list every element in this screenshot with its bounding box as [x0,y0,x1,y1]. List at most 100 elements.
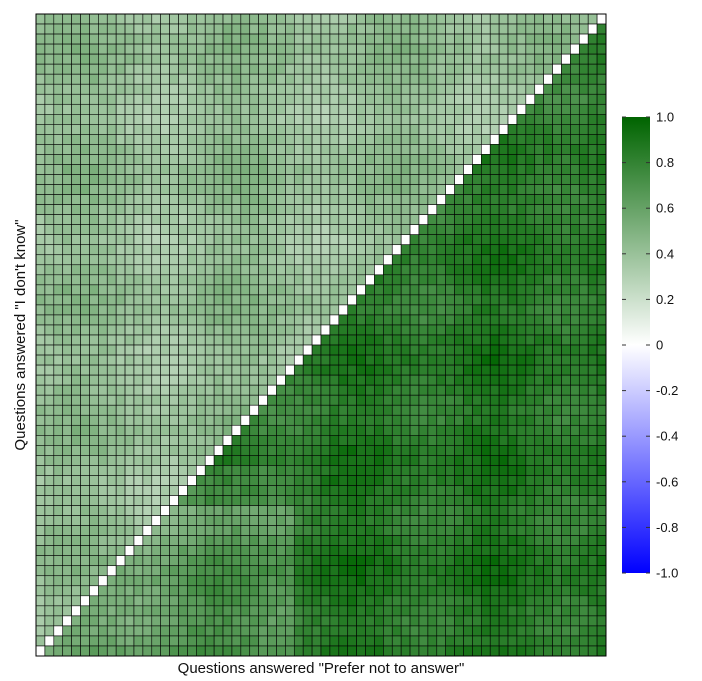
heatmap-cell [552,505,562,516]
colorbar-tick-label: -0.4 [656,429,678,444]
heatmap-cell [62,73,72,85]
heatmap-cell [436,234,446,246]
heatmap-cell [409,515,420,526]
heatmap-cell [374,465,384,476]
heatmap-cell [71,214,81,225]
heatmap-cell [178,33,188,45]
heatmap-cell [187,154,197,165]
heatmap-cell [418,314,429,326]
heatmap-cell [570,134,580,145]
heatmap-cell [596,485,607,496]
heatmap-cell [543,164,553,175]
heatmap-cell [418,224,429,235]
heatmap-cell [71,585,81,597]
heatmap-cell [276,384,286,396]
heatmap-cell [338,565,349,577]
heatmap-cell [204,334,215,346]
heatmap-cell [231,495,242,506]
heatmap-cell [133,605,144,617]
heatmap-cell [80,184,90,195]
heatmap-cell [338,404,349,416]
heatmap-cell [142,645,153,657]
heatmap-cell [516,354,527,366]
heatmap-cell [98,565,108,577]
heatmap-cell [249,174,259,185]
heatmap-cell [151,485,161,496]
heatmap-cell [578,324,589,336]
heatmap-cell [436,164,446,175]
heatmap-cell [249,645,259,657]
heatmap-cell [71,354,81,366]
heatmap-cell [320,264,331,276]
heatmap-cell [400,465,411,476]
heatmap-cell [71,43,81,55]
heatmap-cell [240,304,251,316]
heatmap-cell [187,314,197,326]
heatmap-cell [516,495,527,506]
heatmap-cell [302,73,313,85]
heatmap-cell [293,314,304,326]
heatmap-cell [62,344,72,356]
heatmap-cell [240,545,251,556]
heatmap-cell [187,164,197,175]
heatmap-cell [320,555,331,567]
heatmap-cell [178,234,188,246]
heatmap-cell [196,103,206,115]
heatmap-cell [258,73,268,85]
heatmap-cell [498,565,509,577]
heatmap-cell [142,63,153,75]
heatmap-cell [391,324,402,336]
heatmap-cell [44,555,55,567]
heatmap-cell [276,334,286,346]
heatmap-cell [356,254,366,266]
heatmap-cell [249,414,259,426]
heatmap-cell [338,485,349,496]
heatmap-cell [561,264,571,276]
heatmap-cell [507,264,518,276]
heatmap-cell [35,495,46,506]
heatmap-cell [240,224,251,235]
heatmap-cell [98,495,108,506]
heatmap-cell [80,394,90,406]
heatmap-cell [187,244,197,256]
heatmap-cell [570,314,580,326]
heatmap-cell [293,364,304,376]
heatmap-cell [124,575,135,587]
heatmap-cell [463,465,473,476]
heatmap-cell [561,164,571,175]
heatmap-cell [552,404,562,416]
heatmap-cell [561,124,571,135]
heatmap-cell [427,575,438,587]
heatmap-cell [302,374,313,386]
heatmap-cell [516,535,527,546]
heatmap-cell [311,485,322,496]
heatmap-cell [472,204,482,215]
heatmap-cell [204,304,215,316]
heatmap-cell [249,13,259,25]
heatmap-cell [463,535,473,546]
heatmap-cell [302,134,313,145]
heatmap-cell [178,334,188,346]
heatmap-cell [374,134,384,145]
heatmap-cell [71,424,81,436]
heatmap-cell [169,535,179,546]
heatmap-cell [293,465,304,476]
heatmap-cell [570,304,580,316]
heatmap-cell [196,244,206,256]
heatmap-cell [151,545,161,556]
heatmap-cell [516,154,527,165]
heatmap-cell [347,465,357,476]
heatmap-cell [552,83,562,95]
heatmap-cell [418,495,429,506]
heatmap-cell [285,435,295,446]
heatmap-cell [62,93,72,105]
y-axis-title: Questions answered "I don't know" [12,219,29,450]
heatmap-cell [302,284,313,296]
heatmap-cell [587,645,598,657]
heatmap-cell [249,465,259,476]
heatmap-cell [231,615,242,627]
heatmap-cell [62,605,72,617]
heatmap-cell [374,545,384,556]
heatmap-cell [578,404,589,416]
heatmap-cell [231,93,242,105]
